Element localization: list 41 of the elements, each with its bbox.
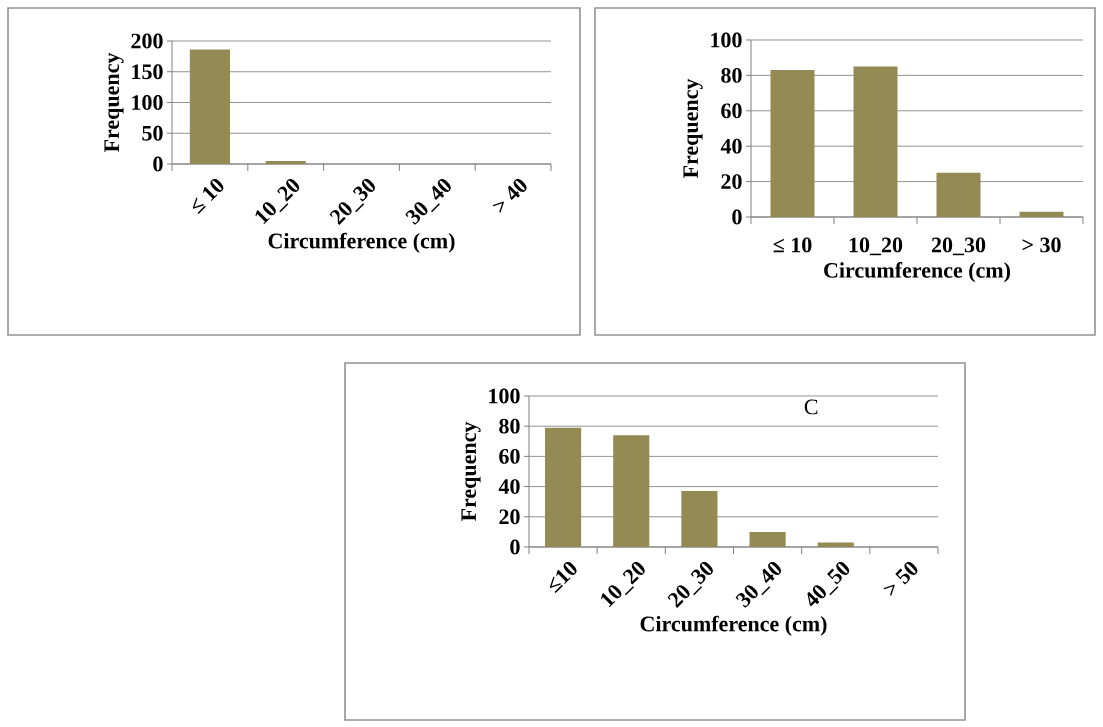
y-tick-label: 0 [510, 539, 520, 555]
y-tick-label: 60 [721, 103, 742, 119]
x-tick-label: ≤ 10 [192, 178, 224, 215]
y-tick-label: 80 [721, 67, 742, 83]
y-tick-label: 0 [732, 209, 742, 225]
y-axis-title: Frequency [683, 78, 703, 179]
x-axis-title: Circumference (cm) [824, 262, 1010, 283]
bar [613, 435, 650, 547]
bar [853, 66, 898, 217]
y-tick-label: 20 [499, 509, 520, 525]
y-tick-label: 40 [720, 138, 742, 154]
bar [817, 542, 854, 547]
x-tick-label: > 40 [492, 178, 527, 213]
y-tick-label: 100 [711, 32, 742, 48]
y-tick-label: 200 [131, 33, 163, 49]
bar [770, 70, 815, 217]
y-tick-label: 150 [132, 64, 163, 80]
bar [545, 427, 582, 547]
bar [681, 491, 718, 547]
x-axis-title: Circumference (cm) [640, 615, 827, 636]
y-tick-label: 20 [721, 174, 742, 190]
x-tick-label: > 30 [1022, 237, 1061, 253]
y-tick-label: 100 [132, 95, 163, 110]
y-axis-title: Frequency [104, 52, 124, 153]
x-tick-label: 20_30 [931, 237, 986, 256]
x-tick-label: > 50 [883, 561, 918, 596]
bar [1019, 211, 1064, 217]
annotation: C [804, 399, 818, 415]
x-tick-label: 10_20 [849, 237, 903, 256]
x-tick-label: ≤10 [549, 561, 577, 594]
bar [936, 172, 981, 217]
y-tick-label: 0 [153, 156, 163, 172]
y-tick-label: 60 [499, 448, 520, 464]
y-tick-label: 80 [499, 418, 520, 434]
y-tick-label: 40 [498, 479, 520, 495]
y-tick-label: 100 [489, 388, 520, 404]
bar [749, 531, 786, 547]
y-tick-label: 50 [142, 125, 163, 141]
x-axis-title: Circumference (cm) [268, 232, 455, 253]
x-tick-label: ≤ 10 [773, 237, 812, 253]
y-axis-title: Frequency [461, 421, 481, 522]
